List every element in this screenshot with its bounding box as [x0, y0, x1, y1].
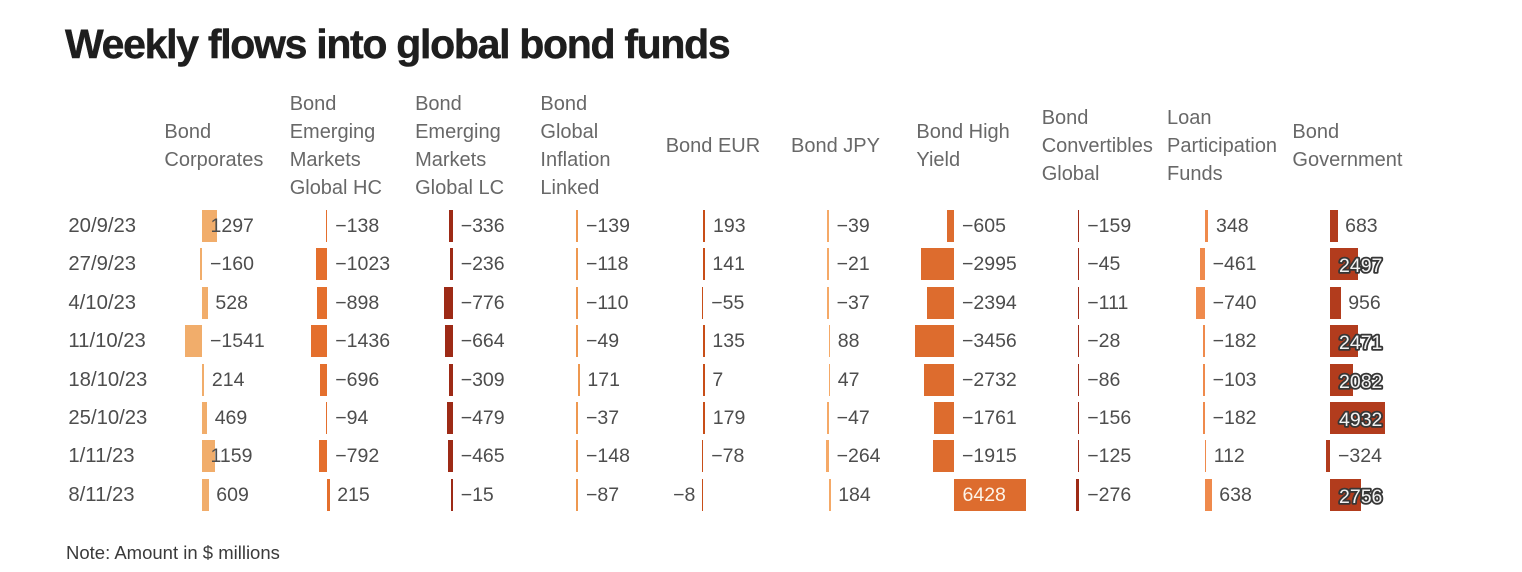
svg-text:2497: 2497 [1339, 255, 1382, 277]
svg-text:2756: 2756 [1339, 486, 1382, 508]
svg-text:2471: 2471 [1339, 332, 1382, 354]
svg-text:2082: 2082 [1339, 370, 1382, 392]
svg-text:4932: 4932 [1339, 409, 1382, 431]
